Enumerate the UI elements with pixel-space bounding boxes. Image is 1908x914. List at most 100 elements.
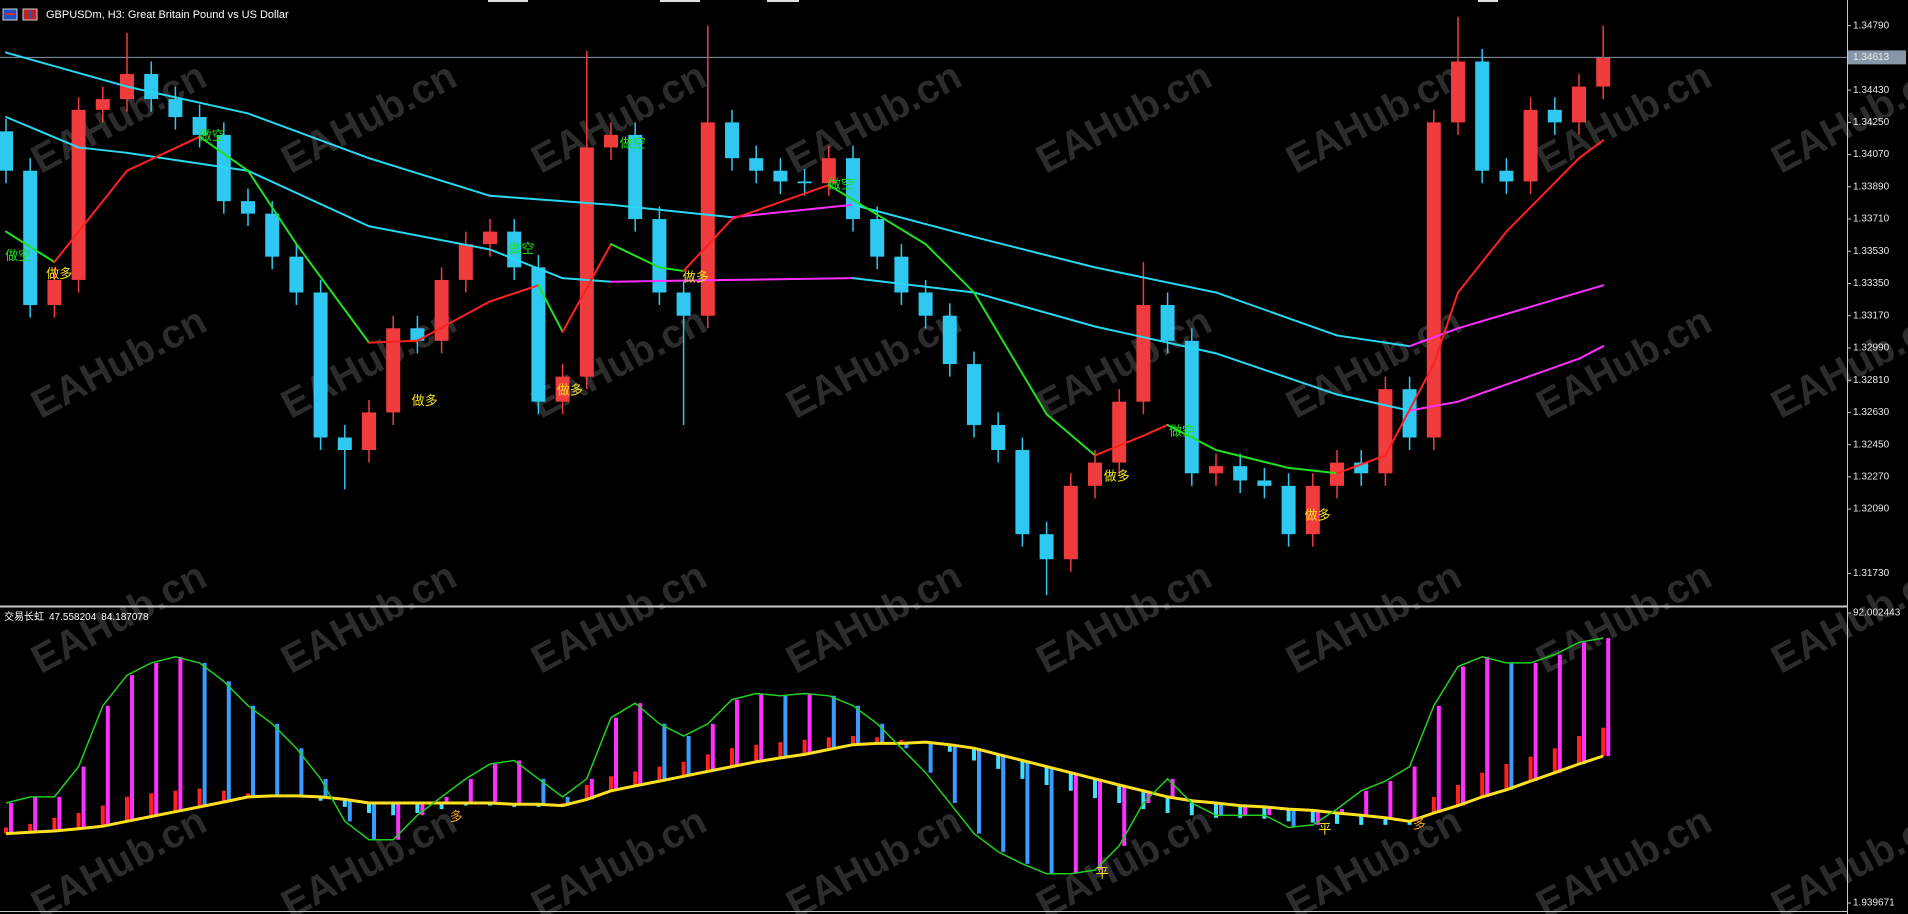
candle-body: [1305, 485, 1320, 535]
y-tick-label: 92.002443: [1853, 608, 1901, 619]
candle-body: [1572, 86, 1586, 123]
trend-bar: [1214, 802, 1218, 818]
candle-body: [628, 134, 643, 220]
trend-bar: [246, 793, 250, 797]
candle-body: [1426, 122, 1441, 438]
main-bar: [226, 681, 231, 803]
moving-average: [1215, 352, 1338, 396]
main-bar: [783, 695, 788, 758]
y-tick-label: 1.34070: [1853, 149, 1890, 160]
moving-average: [77, 146, 128, 154]
trend-bar: [1456, 784, 1460, 806]
main-bar: [686, 736, 691, 777]
trend-bar: [342, 799, 347, 807]
main-bar: [831, 695, 836, 750]
trend-bar: [391, 802, 396, 816]
trend-bar: [681, 761, 686, 777]
trend-bar: [1431, 796, 1436, 813]
signal-label: 做多: [412, 393, 438, 408]
candle-body: [434, 279, 449, 341]
candle-body: [458, 244, 473, 280]
candle-body: [1136, 305, 1151, 402]
candle-body: [1499, 170, 1514, 182]
moving-average: [610, 278, 733, 283]
main-bar: [1509, 662, 1514, 790]
trend-bar: [996, 754, 1001, 769]
trend-bar: [657, 766, 662, 782]
main-bar: [468, 778, 473, 803]
moving-average: [731, 277, 854, 281]
candle-body: [1257, 480, 1272, 486]
moving-average: [1045, 413, 1096, 457]
y-tick-label: 1.33530: [1853, 246, 1890, 257]
candle-body: [289, 256, 304, 293]
main-bar: [977, 748, 981, 834]
main-bar: [1461, 666, 1465, 806]
main-bar: [1001, 754, 1006, 852]
trend-bar: [1262, 806, 1267, 819]
trend-bar: [1504, 764, 1509, 790]
candle-body: [71, 109, 86, 280]
moving-average: [1457, 230, 1508, 294]
main-bar: [1315, 810, 1320, 825]
trend-bar: [1238, 805, 1243, 818]
moving-average: [1094, 266, 1217, 294]
candle-body: [168, 99, 183, 118]
main-bar: [444, 796, 449, 803]
signal-label: 做多: [46, 266, 72, 281]
signal-label: 做空: [508, 241, 534, 256]
candle-body: [1184, 340, 1199, 474]
moving-average: [247, 112, 370, 160]
main-bar: [81, 766, 86, 829]
y-tick-label: 1.31730: [1853, 568, 1890, 579]
y-tick-label: 1.32270: [1853, 472, 1890, 483]
main-bar: [178, 656, 183, 812]
trend-bar: [100, 805, 105, 827]
candle-body: [241, 201, 255, 214]
trend-bar: [197, 788, 202, 807]
moving-average: [731, 184, 830, 221]
main-bar: [1340, 809, 1344, 813]
moving-average: [1094, 325, 1217, 355]
candle-body: [725, 122, 739, 159]
main-bar: [33, 796, 38, 833]
moving-average: [416, 300, 491, 342]
y-tick-label: 1.939671: [1853, 898, 1895, 909]
trend-bar: [1286, 809, 1291, 822]
main-bar: [105, 705, 110, 827]
candle-body: [749, 158, 764, 171]
signal-label: 做空: [199, 128, 225, 143]
main-bar: [251, 705, 255, 797]
main-bar: [372, 802, 376, 840]
candle-body: [1063, 485, 1078, 560]
trend-bar: [1117, 784, 1122, 803]
trend-bar: [1044, 766, 1049, 785]
moving-average: [126, 135, 201, 172]
candle-body: [700, 122, 715, 316]
main-bar: [638, 703, 643, 786]
indicator-name: 交易长虹: [4, 610, 44, 623]
trend-bar: [1552, 748, 1557, 773]
signal-label: 做多: [557, 382, 583, 397]
moving-average: [973, 291, 1096, 328]
trend-bar: [367, 802, 371, 813]
candle-body: [144, 74, 159, 100]
main-bar: [1049, 766, 1054, 874]
main-bar: [614, 717, 618, 791]
main-bar: [517, 760, 522, 805]
candle-body: [821, 158, 836, 184]
trend-bar: [826, 737, 831, 750]
moving-average: [827, 184, 927, 246]
signal-label: 多: [450, 809, 463, 824]
trend-bar: [705, 754, 710, 772]
moving-average: [126, 85, 249, 115]
y-tick-label: 1.33350: [1853, 278, 1890, 289]
candle-body: [1475, 61, 1490, 171]
main-bar: [662, 723, 667, 782]
candle-body: [1015, 450, 1030, 535]
y-tick-label: 1.33710: [1853, 214, 1890, 225]
moving-average: [1432, 291, 1459, 366]
moving-average: [1336, 454, 1387, 475]
trend-bar: [584, 784, 589, 800]
